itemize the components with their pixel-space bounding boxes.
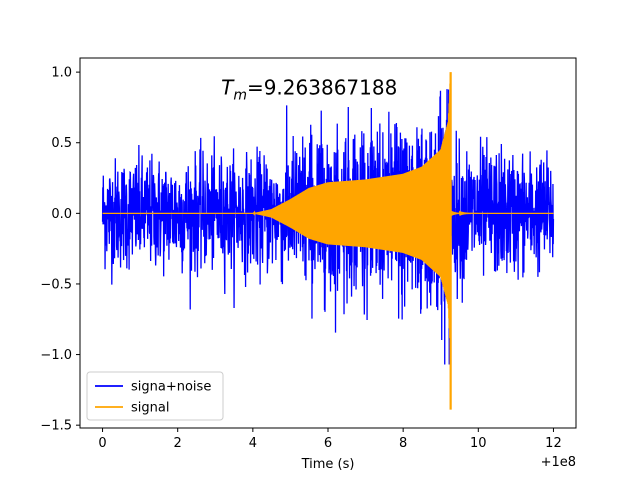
x-tick-label: 10 — [470, 436, 487, 451]
merger-time-annotation: Tm=9.263867188 — [221, 76, 397, 104]
x-tick-label: 2 — [174, 436, 182, 451]
x-tick-label: 4 — [249, 436, 257, 451]
y-tick-label: −1.0 — [40, 348, 72, 363]
y-tick-label: 1.0 — [51, 66, 72, 81]
y-tick-label: 0.0 — [51, 207, 72, 222]
legend-label: signal — [131, 401, 169, 416]
y-tick-label: 0.5 — [51, 136, 72, 151]
annotation-subscript: m — [233, 88, 247, 104]
y-tick-label: −1.5 — [40, 419, 72, 434]
x-axis: 0 2 4 6 8 10 12 — [98, 428, 562, 451]
legend-box — [86, 371, 224, 421]
legend-label: signa+noise — [131, 380, 211, 395]
x-tick-label: 6 — [324, 436, 332, 451]
annotation-symbol: T — [221, 76, 235, 100]
merger-time-text: Tm=9.263867188 — [221, 76, 397, 104]
y-tick-label: −0.5 — [40, 277, 72, 292]
series-signal-line — [102, 73, 554, 348]
legend: signa+noise signal — [86, 371, 224, 421]
x-tick-label: 12 — [545, 436, 562, 451]
x-tick-label: 0 — [98, 436, 106, 451]
y-axis: −1.5 −1.0 −0.5 0.0 0.5 1.0 — [40, 66, 80, 434]
x-axis-offset-label: +1e8 — [541, 455, 576, 470]
x-tick-label: 8 — [399, 436, 407, 451]
annotation-value: =9.263867188 — [247, 76, 397, 100]
x-axis-label: Time (s) — [301, 457, 355, 472]
series-layer — [101, 72, 555, 410]
